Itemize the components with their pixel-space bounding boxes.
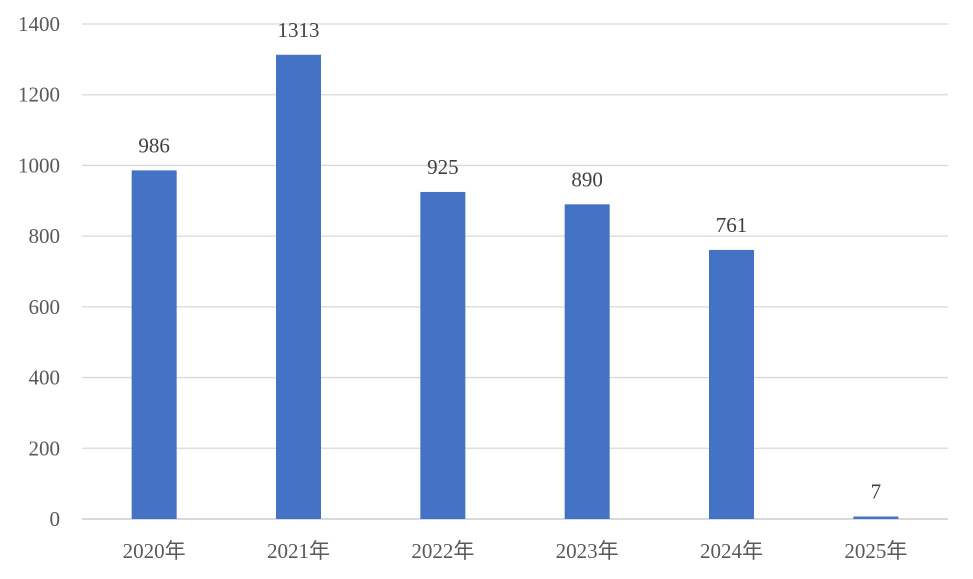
y-tick-label: 800 [29,224,61,248]
bar [131,170,177,519]
bar [709,249,754,520]
y-tick-label: 1000 [18,153,60,177]
y-tick-label: 200 [29,436,61,460]
y-tick-label: 0 [50,507,61,531]
data-label: 890 [571,167,603,191]
y-tick-label: 1200 [18,83,60,107]
y-axis-ticks: 0 200 400 600 800 1000 1200 1400 [18,12,60,531]
gridlines [82,23,948,520]
bar [853,516,899,519]
data-label: 761 [716,213,748,237]
x-tick-label: 2021年 [267,539,330,563]
data-labels: 986 1313 925 890 761 7 [138,18,881,504]
bars [131,54,899,520]
y-tick-label: 1400 [18,12,60,36]
data-label: 925 [427,155,459,179]
data-label: 1313 [278,18,320,42]
x-tick-label: 2023年 [556,539,619,563]
y-tick-label: 600 [29,295,61,319]
data-label: 986 [138,133,170,157]
x-tick-label: 2022年 [411,539,474,563]
x-axis-ticks: 2020年 2021年 2022年 2023年 2024年 2025年 [123,539,908,563]
x-tick-label: 2020年 [123,539,186,563]
bar [276,54,321,520]
x-tick-label: 2025年 [844,539,907,563]
x-tick-label: 2024年 [700,539,763,563]
bar [564,204,610,520]
bar [420,191,466,520]
data-label: 7 [871,480,882,504]
y-tick-label: 400 [29,366,61,390]
